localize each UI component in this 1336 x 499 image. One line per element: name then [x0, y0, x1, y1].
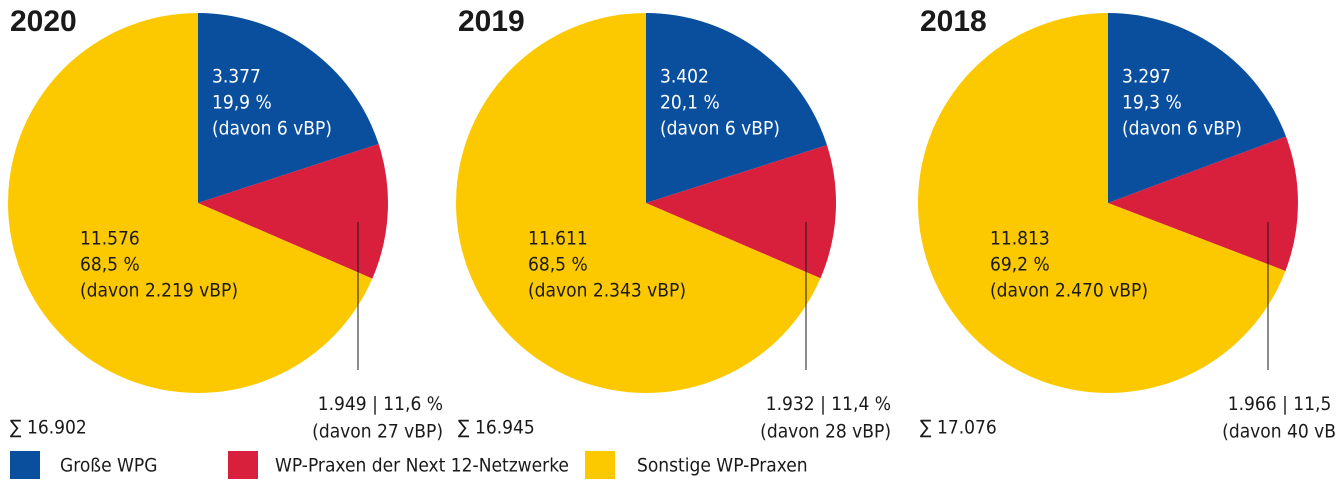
data-label: (davon 6 vBP) — [660, 118, 780, 140]
total-label: ∑ 16.902 — [10, 417, 87, 439]
data-label: 3.377 — [212, 66, 261, 88]
data-label: 3.402 — [660, 66, 709, 88]
total-label: ∑ 16.945 — [458, 417, 535, 439]
percent-label: 11,6 % — [383, 393, 443, 415]
data-label: (davon 6 vBP) — [212, 118, 332, 140]
data-label: 11.813 — [990, 228, 1050, 250]
legend-label: Große WPG — [60, 455, 158, 477]
data-label: 3.297 — [1122, 66, 1171, 88]
data-label: (davon 2.470 vBP) — [990, 280, 1148, 302]
data-label: 11.611 — [528, 228, 588, 250]
legend-label: Sonstige WP-Praxen — [637, 455, 808, 477]
chart-title: 2020 — [10, 5, 77, 38]
data-label: 1.949 | 11,6 % — [318, 393, 443, 415]
pie-slice — [1108, 136, 1298, 271]
data-label: 68,5 % — [80, 254, 140, 276]
pie-slice — [646, 13, 827, 203]
data-label: 69,2 % — [990, 254, 1050, 276]
value-label: 1.932 — [766, 393, 815, 415]
pie-slice — [456, 13, 821, 393]
chart-title: 2019 — [458, 5, 525, 38]
data-label: (davon 27 vBP) — [312, 421, 443, 443]
data-label: 1.966 | 11,5 % — [1228, 393, 1336, 415]
pie-slice — [8, 12, 373, 393]
data-label: (davon 40 vBP) — [1222, 421, 1336, 443]
pie-slice — [918, 13, 1286, 393]
data-label: 19,3 % — [1122, 92, 1182, 114]
data-label: 11.576 — [80, 228, 140, 250]
pie-slice — [1108, 13, 1286, 203]
percent-label: 11,5 % — [1293, 393, 1336, 415]
chart-title: 2018 — [920, 5, 987, 38]
value-label: 1.966 — [1228, 393, 1277, 415]
data-label: (davon 6 vBP) — [1122, 118, 1242, 140]
pie-slice — [198, 144, 388, 279]
data-label: (davon 2.343 vBP) — [528, 280, 686, 302]
data-label: 1.932 | 11,4 % — [766, 393, 891, 415]
value-label: 1.949 — [318, 393, 367, 415]
data-label: (davon 28 vBP) — [760, 421, 891, 443]
pie-slice — [646, 145, 836, 279]
legend-swatch — [585, 451, 615, 479]
data-label: 19,9 % — [212, 92, 272, 114]
data-label: (davon 2.219 vBP) — [80, 280, 238, 302]
pie-slice — [198, 13, 379, 203]
percent-label: 11,4 % — [831, 393, 891, 415]
legend-label: WP-Praxen der Next 12-Netzwerke — [275, 455, 569, 477]
data-label: 20,1 % — [660, 92, 720, 114]
total-label: ∑ 17.076 — [920, 417, 997, 439]
legend-swatch — [228, 451, 258, 479]
data-label: 68,5 % — [528, 254, 588, 276]
legend-swatch — [10, 451, 40, 479]
